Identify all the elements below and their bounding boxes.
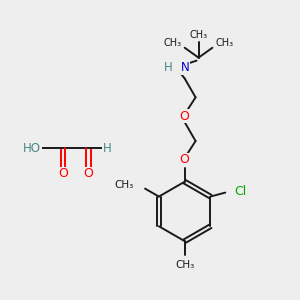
Text: H: H	[164, 61, 173, 74]
Text: O: O	[180, 110, 190, 123]
Text: O: O	[58, 167, 68, 180]
Text: CH₃: CH₃	[190, 30, 208, 40]
Text: CH₃: CH₃	[164, 38, 182, 48]
Text: CH₃: CH₃	[215, 38, 233, 48]
Text: O: O	[180, 153, 190, 167]
Text: H: H	[102, 142, 111, 154]
Text: N: N	[181, 61, 190, 74]
Text: Cl: Cl	[234, 185, 246, 198]
Text: CH₃: CH₃	[114, 180, 133, 190]
Text: CH₃: CH₃	[175, 260, 194, 270]
Text: HO: HO	[23, 142, 41, 154]
Text: O: O	[84, 167, 94, 180]
